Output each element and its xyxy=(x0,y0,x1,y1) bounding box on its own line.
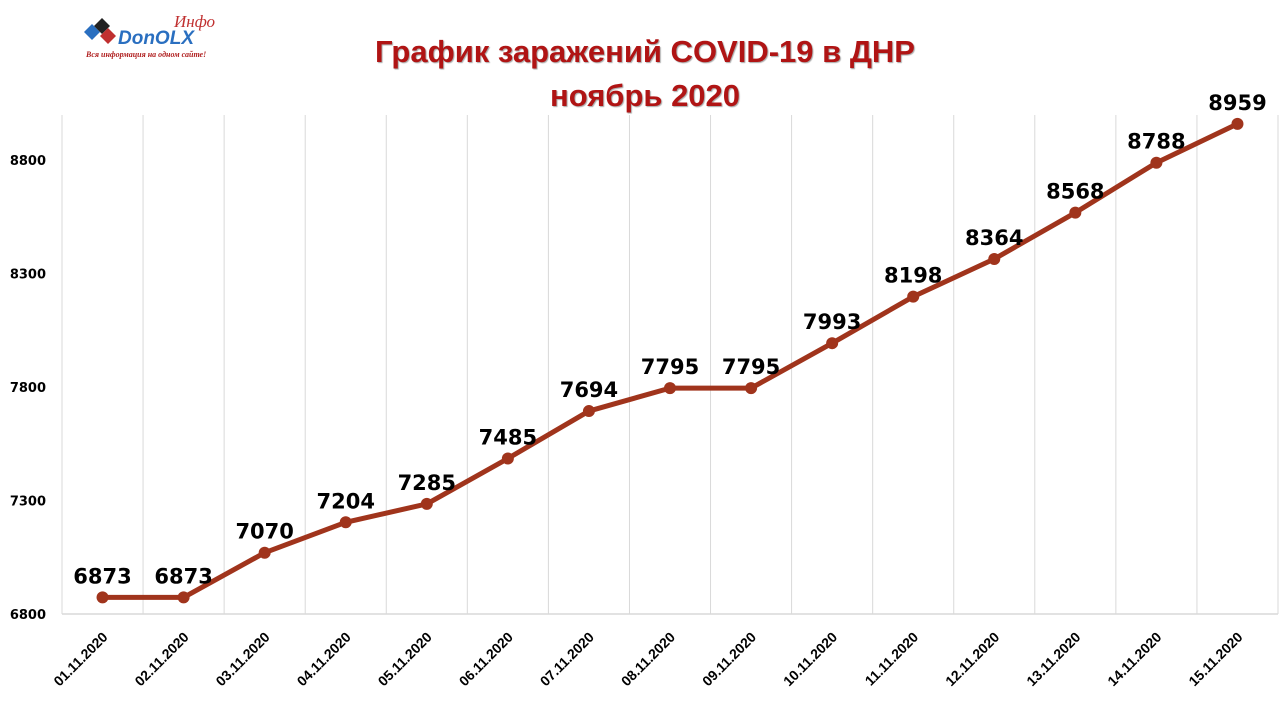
data-label: 6873 xyxy=(73,564,131,588)
data-label: 7795 xyxy=(722,355,780,379)
data-label: 7694 xyxy=(560,378,618,402)
x-tick-label: 03.11.2020 xyxy=(212,629,272,689)
chart-title-line2: ноябрь 2020 xyxy=(549,78,741,113)
data-point xyxy=(420,497,433,510)
logo-name: DonOLX xyxy=(118,28,194,49)
data-label: 8198 xyxy=(884,264,942,288)
x-tick-label: 08.11.2020 xyxy=(618,629,678,689)
data-point xyxy=(664,382,676,395)
logo-diamond-icon xyxy=(84,18,116,44)
x-tick-label: 10.11.2020 xyxy=(780,629,840,689)
data-point xyxy=(1231,117,1244,130)
data-point xyxy=(907,290,920,303)
x-tick-label: 14.11.2020 xyxy=(1104,629,1164,689)
data-point xyxy=(96,591,109,604)
data-label: 7204 xyxy=(317,489,375,513)
x-tick-label: 01.11.2020 xyxy=(50,629,110,689)
x-tick-label: 11.11.2020 xyxy=(862,629,922,689)
data-label: 6873 xyxy=(154,564,212,588)
data-label: 7993 xyxy=(803,310,861,334)
y-tick-label: 7300 xyxy=(10,495,46,510)
data-point xyxy=(826,337,839,350)
x-tick-label: 15.11.2020 xyxy=(1185,629,1245,689)
logo-tagline: Вся информация на одном сайте! xyxy=(86,50,207,59)
data-point xyxy=(177,591,190,604)
data-label: 7485 xyxy=(479,426,537,450)
data-point xyxy=(582,405,595,418)
y-tick-label: 7800 xyxy=(10,381,46,396)
data-point xyxy=(1069,206,1082,219)
data-point xyxy=(745,382,758,395)
data-label: 7070 xyxy=(235,520,293,544)
data-point xyxy=(339,516,352,529)
data-label: 7795 xyxy=(641,355,699,379)
x-tick-label: 07.11.2020 xyxy=(537,629,597,689)
x-tick-label: 12.11.2020 xyxy=(942,629,1002,689)
x-tick-label: 06.11.2020 xyxy=(456,629,516,689)
x-tick-label: 04.11.2020 xyxy=(294,629,354,689)
y-tick-label: 8800 xyxy=(10,154,46,169)
y-tick-label: 8300 xyxy=(10,268,46,283)
data-point xyxy=(1150,156,1163,169)
x-tick-label: 13.11.2020 xyxy=(1023,629,1083,689)
data-label: 8364 xyxy=(965,226,1023,250)
y-tick-label: 6800 xyxy=(10,608,46,623)
data-label: 8568 xyxy=(1046,180,1104,204)
x-tick-label: 09.11.2020 xyxy=(699,629,759,689)
logo: DonOLX Инфо Вся информация на одном сайт… xyxy=(78,12,228,64)
data-point xyxy=(258,546,271,559)
data-point xyxy=(501,452,514,465)
data-label: 8788 xyxy=(1127,130,1185,154)
chart-title-line1: График заражений COVID-19 в ДНР xyxy=(375,34,915,69)
logo-suffix: Инфо xyxy=(174,12,216,31)
x-tick-label: 05.11.2020 xyxy=(375,629,435,689)
data-label: 7285 xyxy=(398,471,456,495)
data-point xyxy=(988,252,1001,265)
x-tick-label: 02.11.2020 xyxy=(131,629,191,689)
data-label: 8959 xyxy=(1208,91,1266,115)
